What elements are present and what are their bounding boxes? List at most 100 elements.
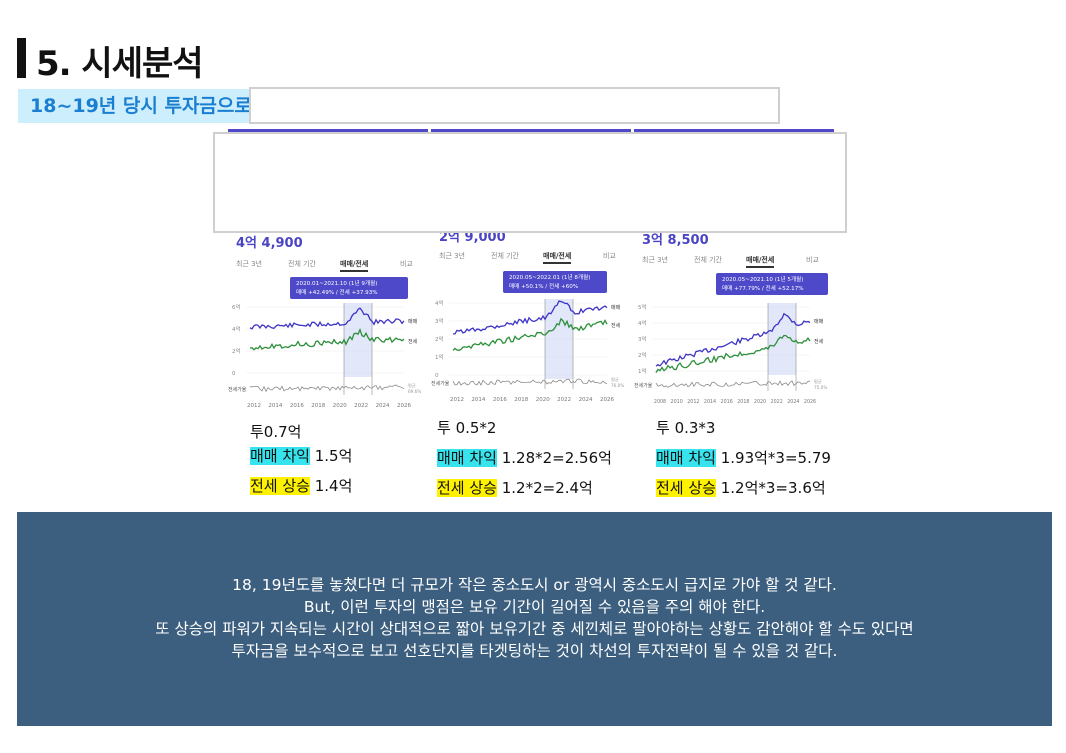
tooltip-change-text: 매매 +77.79% / 전세 +52.17%: [722, 284, 804, 292]
tooltip-change-text: 매매 +50.1% / 전세 +60%: [509, 282, 578, 290]
tab-all-period[interactable]: 전체 기간: [491, 252, 519, 260]
x-tick-label: 2012: [247, 403, 261, 409]
x-tick-label: 2024: [579, 397, 593, 403]
tab-compare[interactable]: 비교: [806, 256, 819, 264]
jeonse-rise-value: 1.2억*3=3.6억: [715, 479, 826, 497]
jeonse-ratio-label: 전세가율: [634, 382, 653, 389]
period-tabs: 최근 3년 전체 기간 매매/전세 비교: [228, 259, 428, 273]
tab-sale-jeonse[interactable]: 매매/전세: [340, 259, 369, 272]
panel-top-strip: [431, 129, 631, 134]
tab-sale-jeonse[interactable]: 매매/전세: [543, 251, 572, 264]
investment-note-3: 투 0.3*3 매매 차익 1.93억*3=5.79 전세 상승 1.2억*3=…: [656, 416, 831, 500]
y-tick-label: 4억: [232, 325, 241, 333]
invest-amount: 투 0.5*2: [437, 419, 497, 437]
invest-amount: 투0.7억: [250, 423, 302, 441]
jeonse-rise-value: 1.4억: [309, 477, 353, 495]
legend-jeonse: 전세: [814, 338, 824, 345]
legend-jeonse: 전세: [408, 338, 418, 345]
sale-gain-line: 매매 차익 1.93억*3=5.79: [656, 446, 831, 470]
legend-jeonse: 전세: [611, 322, 621, 329]
chart-panel-3: 3억 8,500 최근 3년 전체 기간 매매/전세 비교 5억 4억 3억 2억 1억…: [634, 129, 834, 411]
x-tick-label: 2014: [268, 403, 282, 409]
jeonse-rise-label: 전세 상승: [250, 477, 310, 495]
tooltip-period-text: 2020.05~2022.01 (1년 8개월): [509, 273, 590, 281]
sale-gain-line: 매매 차익 1.5억: [250, 444, 352, 468]
sale-price-line: [453, 300, 608, 335]
sale-gain-value: 1.5억: [309, 447, 353, 465]
tab-recent-3y[interactable]: 최근 3년: [439, 252, 465, 260]
tooltip-period-text: 2020.05~2021.10 (1년 5개월): [722, 275, 803, 283]
y-tick-label: 3억: [638, 335, 647, 343]
jeonse-ratio-avg-value: 69.6%: [408, 389, 421, 394]
panel-price: 2억 9,000: [439, 230, 506, 245]
x-tick-label: 2026: [397, 403, 411, 409]
x-tick-label: 2014: [471, 397, 485, 403]
y-tick-label: 1억: [435, 353, 444, 361]
legend-sale: 매매: [611, 304, 621, 311]
tab-all-period[interactable]: 전체 기간: [288, 260, 316, 268]
tab-compare[interactable]: 비교: [400, 260, 413, 268]
jeonse-rise-value: 1.2*2=2.4억: [496, 479, 593, 497]
sale-gain-label: 매매 차익: [437, 449, 497, 467]
x-tick-label: 2016: [290, 403, 304, 409]
x-tick-label: 2008: [654, 399, 666, 405]
page-title: 5. 시세분석: [36, 44, 204, 84]
x-tick-label: 2026: [600, 397, 614, 403]
section-subtitle: 18~19년 당시 투자금으로: [18, 89, 258, 123]
x-tick-label: 2020: [754, 399, 766, 405]
jeonse-ratio-avg-value: 75.0%: [814, 385, 827, 390]
tab-recent-3y[interactable]: 최근 3년: [236, 260, 262, 268]
panel-price: 4억 4,900: [236, 236, 303, 251]
x-tick-label: 2020: [333, 403, 347, 409]
x-tick-label: 2012: [687, 399, 699, 405]
jeonse-ratio-line: [655, 380, 811, 388]
period-tooltip: [716, 273, 828, 295]
period-tabs: 최근 3년 전체 기간 매매/전세 비교: [634, 255, 834, 269]
x-tick-label: 2012: [450, 397, 464, 403]
period-tooltip: [290, 277, 408, 299]
sale-price-line: [655, 312, 811, 367]
y-tick-label: 2억: [435, 335, 444, 343]
x-tick-label: 2024: [787, 399, 799, 405]
x-tick-label: 2014: [704, 399, 716, 405]
x-tick-label: 2022: [354, 403, 368, 409]
y-tick-label: 5억: [638, 303, 647, 311]
y-tick-label: 3억: [435, 317, 444, 325]
jeonse-rise-line: 전세 상승 1.2*2=2.4억: [437, 476, 612, 500]
x-tick-label: 2010: [671, 399, 683, 405]
y-tick-label: 0: [435, 373, 439, 379]
y-tick-label: 4억: [435, 299, 444, 307]
jeonse-ratio-avg-label: 평균: [408, 382, 416, 388]
sale-gain-line: 매매 차익 1.28*2=2.56억: [437, 446, 612, 470]
jeonse-ratio-label: 전세가율: [228, 386, 247, 393]
jeonse-ratio-avg-label: 평균: [814, 378, 822, 384]
tab-all-period[interactable]: 전체 기간: [694, 256, 722, 264]
legend-sale: 매매: [408, 318, 418, 325]
x-tick-label: 2018: [514, 397, 528, 403]
tab-recent-3y[interactable]: 최근 3년: [642, 256, 668, 264]
jeonse-ratio-avg-value: 76.0%: [611, 383, 624, 388]
summary-line-1: 18, 19년도를 놓쳤다면 더 규모가 작은 중소도시 or 광역시 중소도시…: [232, 576, 837, 594]
tab-sale-jeonse[interactable]: 매매/전세: [746, 255, 775, 268]
y-tick-label: 6억: [232, 303, 241, 311]
y-tick-label: 2억: [638, 351, 647, 359]
jeonse-ratio-label: 전세가율: [431, 380, 450, 387]
panel-top-strip: [634, 129, 834, 134]
jeonse-price-line: [452, 317, 608, 352]
x-tick-label: 2018: [737, 399, 749, 405]
investment-note-2: 투 0.5*2 매매 차익 1.28*2=2.56억 전세 상승 1.2*2=2…: [437, 416, 612, 500]
tab-compare[interactable]: 비교: [603, 252, 616, 260]
x-tick-label: 2026: [804, 399, 816, 405]
jeonse-ratio-line: [452, 378, 608, 387]
investment-note-1: 투0.7억 매매 차익 1.5억 전세 상승 1.4억: [250, 420, 352, 498]
x-tick-label: 2020: [536, 397, 550, 403]
sale-price-line: [249, 307, 405, 330]
title-accent-bar: [17, 38, 26, 78]
legend-sale: 매매: [814, 318, 824, 325]
period-tooltip: [503, 271, 607, 293]
x-tick-label: 2016: [721, 399, 733, 405]
x-tick-label: 2024: [376, 403, 390, 409]
